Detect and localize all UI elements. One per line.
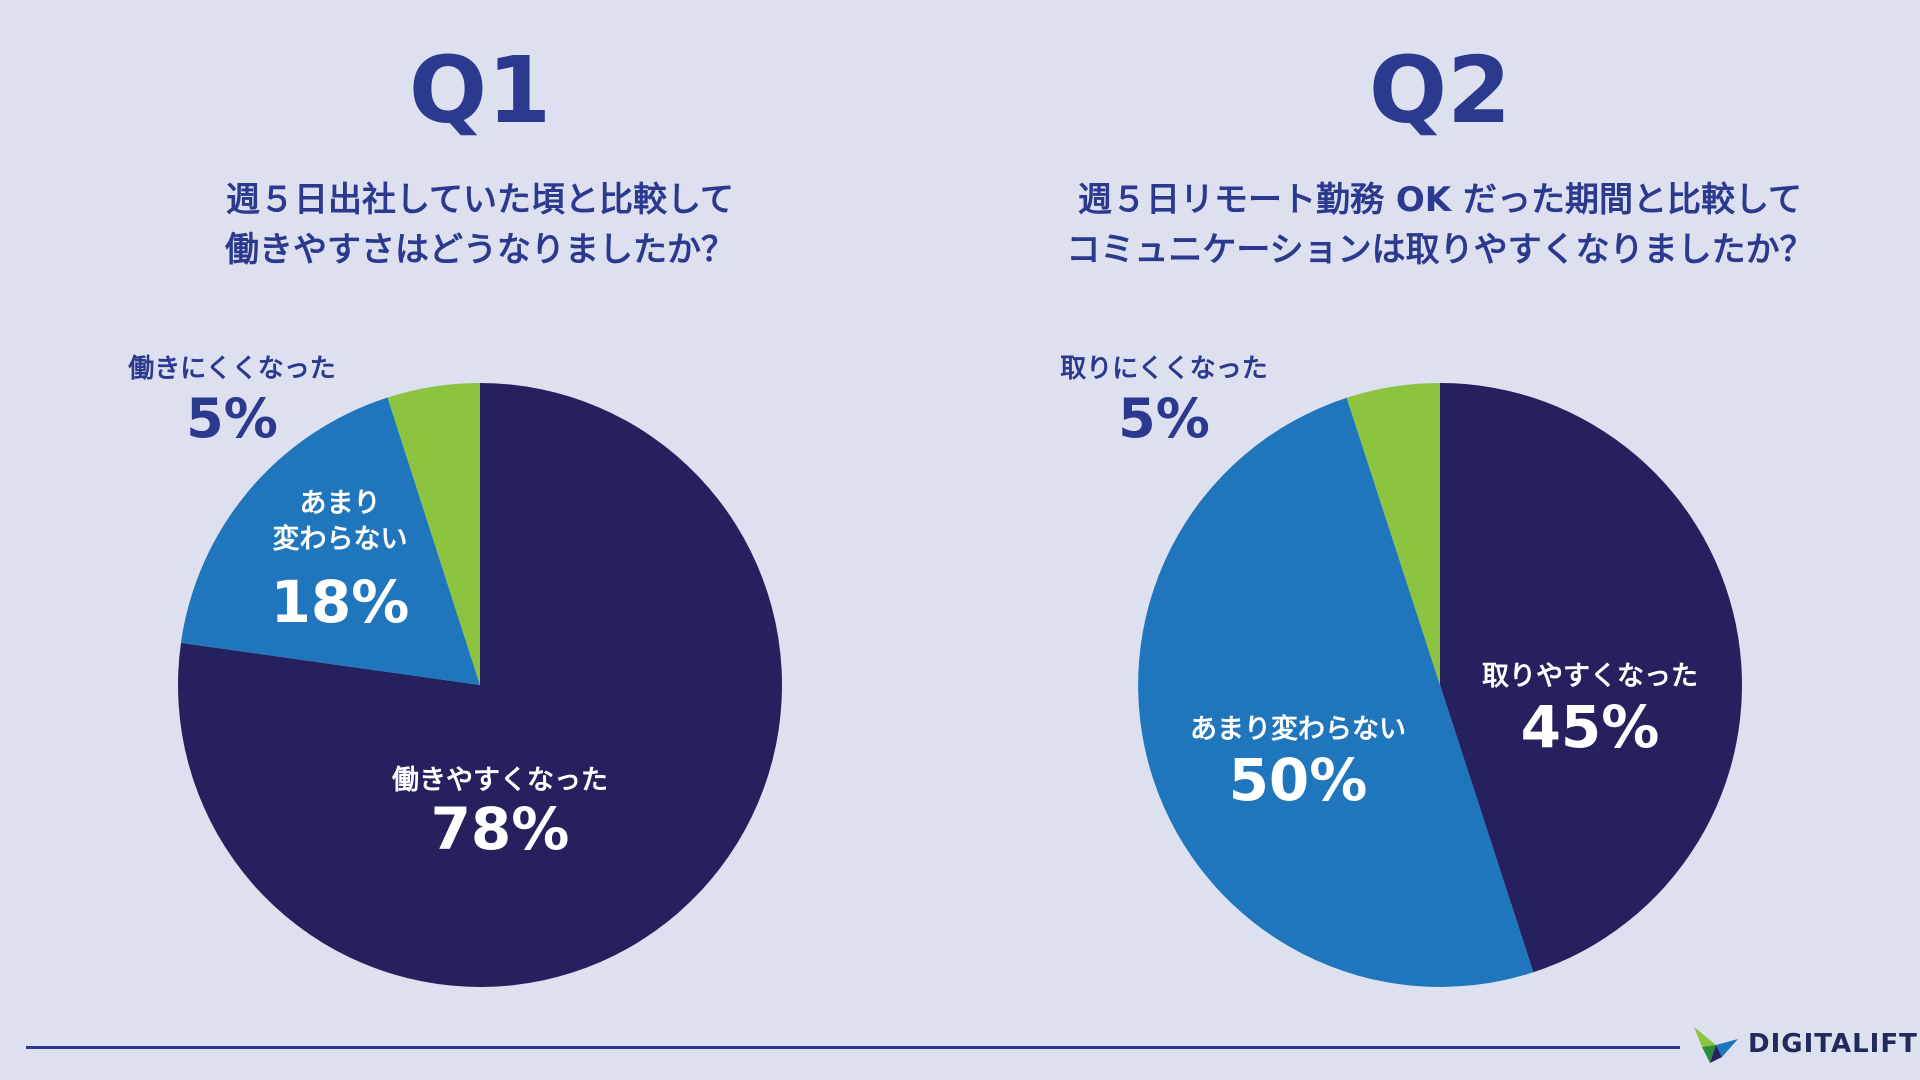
q1-pie [177, 383, 783, 988]
q2-slice-1 [1138, 397, 1534, 987]
q2-pie [1138, 383, 1742, 987]
q1-label-harder: 働きにくくなった [127, 354, 335, 384]
q1-value-easier: 78% [431, 795, 570, 863]
q1-slice-0 [177, 383, 783, 988]
brand-logo: DIGITALIFT [1692, 1022, 1918, 1066]
q2-question: 週５日リモート勤務 OK だった期間と比較して コミュニケーションは取りやすくな… [960, 175, 1920, 275]
footer-divider [26, 1046, 1680, 1049]
q2-label-easier: 取りやすくなった [1482, 661, 1698, 692]
q1-value-harder: 5% [186, 387, 278, 450]
q1-slice-1 [180, 397, 480, 685]
q2-question-line-2: コミュニケーションは取りやすくなりましたか？ [1066, 230, 1814, 270]
q1-value-same: 18% [271, 568, 410, 636]
q2-value-same: 50% [1229, 746, 1368, 814]
q2-label-harder: 取りにくくなった [1060, 354, 1267, 384]
q1-slice-2 [387, 383, 480, 685]
q2-question-line-1: 週５日リモート勤務 OK だった期間と比較して [1078, 180, 1802, 220]
q2-title: Q2 [1368, 37, 1512, 144]
bird-logo-icon [1694, 1027, 1738, 1063]
q1-title: Q1 [408, 37, 552, 144]
q1-label-same-line1: あまり [300, 488, 381, 519]
q1-question: 週５日出社していた頃と比較して 働きやすさはどうなりましたか？ [0, 175, 960, 275]
q1-label-same-line2: 変わらない [273, 523, 408, 555]
q2-slice-0 [1440, 383, 1742, 973]
q2-slice-2 [1346, 383, 1440, 685]
q2-label-same: あまり変わらない [1190, 713, 1406, 745]
brand-name: DIGITALIFT [1748, 1029, 1918, 1059]
q1-question-line-2: 働きやすさはどうなりましたか？ [225, 230, 735, 270]
q1-label-easier: 働きやすくなった [392, 765, 608, 796]
q2-value-easier: 45% [1521, 693, 1660, 761]
q2-value-harder: 5% [1118, 387, 1210, 450]
q1-question-line-1: 週５日出社していた頃と比較して [226, 180, 734, 220]
